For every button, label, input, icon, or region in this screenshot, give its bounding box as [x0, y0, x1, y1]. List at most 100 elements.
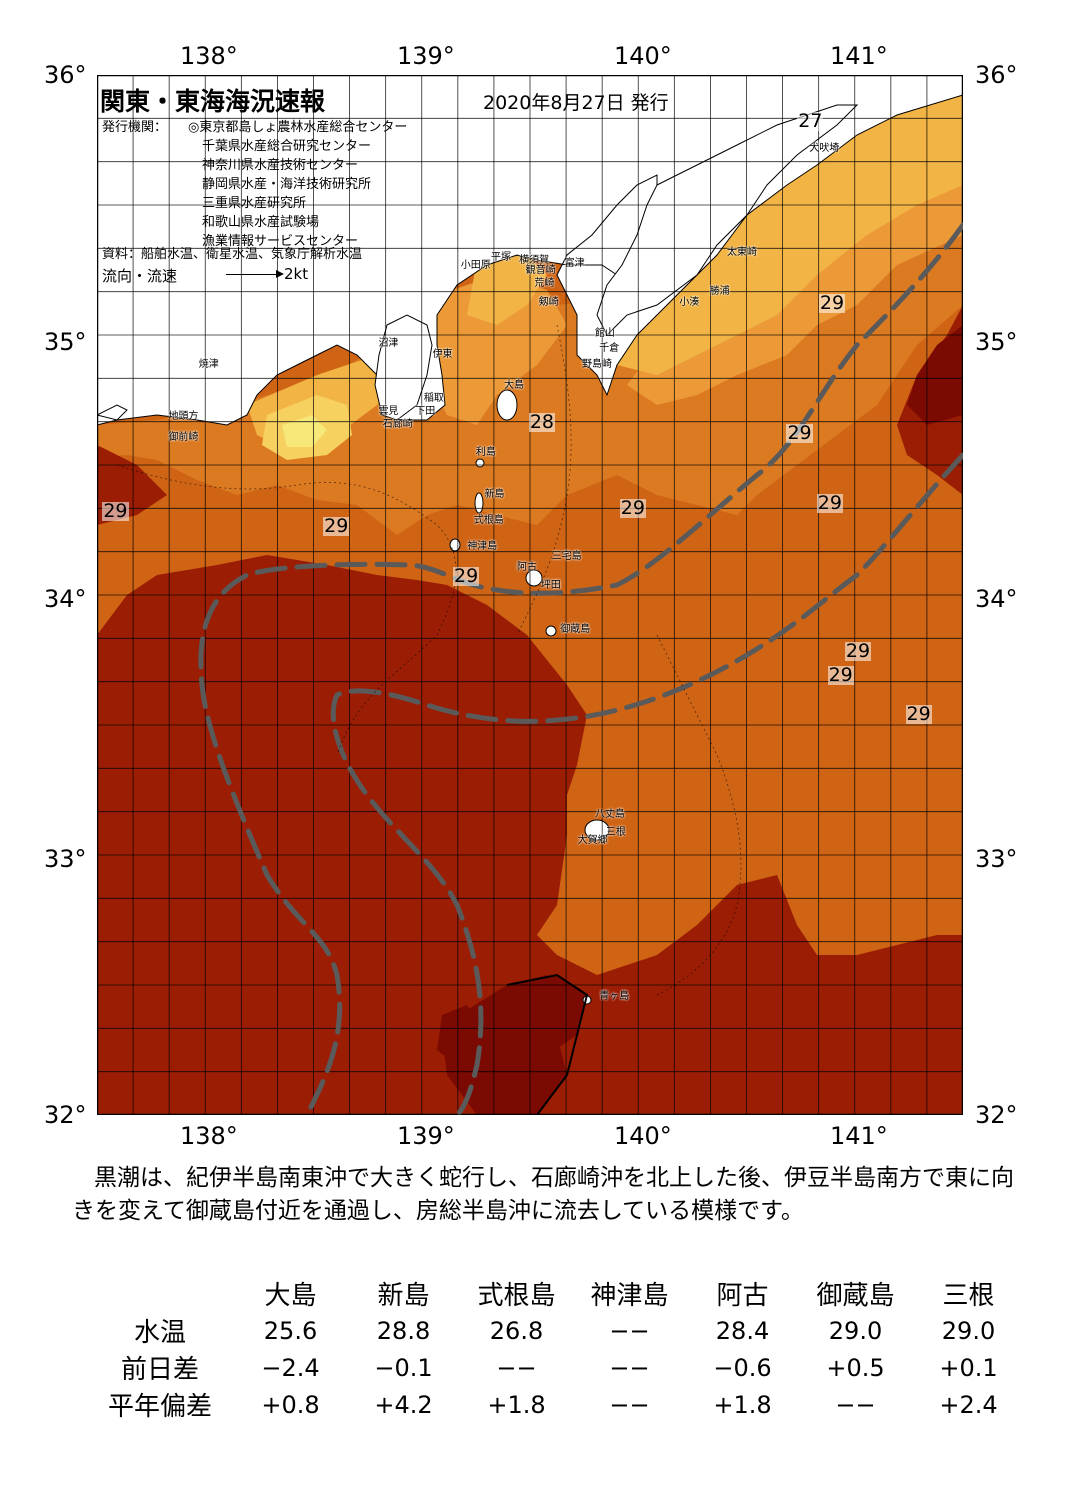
- place-label: 地頭方: [168, 411, 199, 422]
- table-cell: +0.1: [939, 1353, 998, 1382]
- land-mikurajima: [545, 625, 557, 637]
- institutions-label: 発行機関：: [102, 120, 168, 135]
- land-hachijojima: [584, 819, 610, 841]
- table-cell: +4.2: [374, 1390, 433, 1419]
- station-name: 大島: [264, 1281, 317, 1311]
- isotherm-label: 29: [619, 497, 646, 520]
- table-cell: +1.8: [487, 1390, 546, 1419]
- flow-legend: 流向・流速 2kt: [102, 265, 308, 286]
- station-header-row: 大島 新島 式根島 神津島 阿古 御蔵島 三根: [86, 1275, 1025, 1312]
- station-name: 神津島: [590, 1281, 669, 1311]
- place-label: 大賀郷: [577, 834, 608, 846]
- land-toshima: [475, 458, 485, 468]
- row-label: 前日差: [120, 1355, 199, 1385]
- place-label: 野島崎: [581, 359, 612, 370]
- lon-label-139-top: 139°: [397, 42, 455, 70]
- table-cell: 25.6: [263, 1316, 318, 1345]
- land-niijima: [474, 492, 484, 514]
- place-label: 大島: [504, 379, 525, 391]
- issue-date: 2020年8月27日 発行: [483, 92, 669, 114]
- sea-temperature-map: [97, 75, 963, 1115]
- lat-label-34-right: 34°: [975, 585, 1018, 613]
- lon-label-139-bottom: 139°: [397, 1122, 455, 1150]
- table-cell: +2.4: [939, 1390, 998, 1419]
- place-label: 式根島: [473, 515, 504, 526]
- place-label: 千倉: [599, 343, 620, 355]
- land-izu-peninsula: [374, 314, 433, 421]
- place-label: 平塚: [491, 252, 512, 264]
- place-label: 雲見: [378, 405, 399, 417]
- place-label: 石廊崎: [382, 418, 413, 430]
- isotherm-label: 29: [844, 640, 872, 663]
- isotherm-label: 29: [323, 515, 350, 538]
- flow-scale: 2kt: [284, 265, 309, 283]
- place-label: 三宅島: [551, 551, 582, 563]
- flow-arrow-icon: [226, 270, 284, 278]
- lon-label-138-top: 138°: [180, 42, 238, 70]
- lon-label-138-bottom: 138°: [180, 1122, 238, 1150]
- row-label: 平年偏差: [107, 1392, 212, 1422]
- land-boso-peninsula: [596, 104, 859, 336]
- table-cell: −0.1: [374, 1353, 433, 1382]
- observation-table: 大島 新島 式根島 神津島 阿古 御蔵島 三根 水温 25.6 28.8 26.…: [86, 1275, 1025, 1423]
- place-label: 神津島: [467, 541, 498, 552]
- institution-3: 静岡県水産・海洋技術研究所: [202, 177, 372, 192]
- map-title: 関東・東海海況速報: [100, 87, 326, 116]
- table-cell: 28.8: [376, 1316, 431, 1345]
- table-cell: 29.0: [941, 1316, 996, 1345]
- table-cell: −−: [496, 1353, 537, 1382]
- table-cell: −−: [609, 1316, 650, 1345]
- place-label: 富津: [564, 257, 585, 269]
- station-name: 三根: [942, 1281, 995, 1311]
- place-label: 稲取: [423, 392, 444, 404]
- land-oshima: [496, 389, 518, 421]
- institution-1: 千葉県水産総合研究センター: [202, 139, 372, 154]
- table-cell: 26.8: [489, 1316, 544, 1345]
- summary-paragraph: 黒潮は、紀伊半島南東沖で大きく蛇行し、石廊崎沖を北上した後、伊豆半島南方で東に向…: [72, 1165, 1014, 1224]
- lat-label-32-right: 32°: [975, 1101, 1018, 1129]
- table-cell: −2.4: [261, 1353, 320, 1382]
- kuroshio-axis: [198, 222, 963, 1115]
- lat-label-36-right: 36°: [975, 61, 1018, 89]
- table-cell: −−: [835, 1390, 876, 1419]
- table-cell: 28.4: [715, 1316, 770, 1345]
- station-name: 新島: [377, 1281, 430, 1311]
- land-kozushima: [449, 538, 461, 552]
- lat-label-32-left: 32°: [44, 1101, 87, 1129]
- station-name: 御蔵島: [816, 1281, 895, 1311]
- place-label: 小田原: [460, 260, 491, 272]
- place-label: 観音崎: [525, 265, 556, 277]
- place-label: 下田: [415, 405, 436, 417]
- lat-label-33-left: 33°: [44, 845, 87, 873]
- place-label: 荒崎: [534, 278, 555, 290]
- place-label: 伊東: [432, 348, 453, 360]
- table-cell: +0.5: [826, 1353, 885, 1382]
- table-cell: +1.8: [713, 1390, 772, 1419]
- place-label: 犬吠埼: [809, 143, 840, 155]
- institution-0: ◎東京都島しょ農林水産総合センター: [188, 120, 408, 135]
- isotherm-label: 29: [453, 564, 480, 587]
- row-label: 水温: [133, 1318, 186, 1348]
- place-label: 御前崎: [168, 431, 199, 443]
- isotherm-label: 29: [827, 663, 854, 686]
- institution-6: 漁業情報サービスセンター: [202, 234, 359, 249]
- sea-zone-25-26: [617, 95, 963, 375]
- table-row: 平年偏差 +0.8 +4.2 +1.8 −− +1.8 −− +2.4: [86, 1386, 1025, 1423]
- lat-label-35-left: 35°: [44, 328, 87, 356]
- table-cell: −−: [609, 1390, 650, 1419]
- institution-5: 和歌山県水産試験場: [202, 215, 320, 230]
- lon-label-140-bottom: 140°: [614, 1122, 672, 1150]
- table-cell: −0.6: [713, 1353, 772, 1382]
- place-label: 坪田: [540, 580, 561, 591]
- lat-label-33-right: 33°: [975, 845, 1018, 873]
- isotherm-label: 29: [786, 421, 813, 444]
- lon-label-140-top: 140°: [614, 42, 672, 70]
- place-label: 青ヶ島: [599, 990, 630, 1002]
- place-label: 小湊: [679, 296, 700, 308]
- institution-2: 神奈川県水産技術センター: [202, 158, 359, 173]
- place-label: 太東崎: [727, 247, 757, 259]
- issuing-institutions: 発行機関： ◎東京都島しょ農林水産総合センター 千葉県水産総合研究センター 神奈川…: [102, 118, 407, 251]
- isotherm-label: 29: [816, 492, 843, 514]
- isotherm-label: 28: [528, 411, 555, 434]
- summary-text: 黒潮は、紀伊半島南東沖で大きく蛇行し、石廊崎沖を北上した後、伊豆半島南方で東に向…: [72, 1162, 1032, 1228]
